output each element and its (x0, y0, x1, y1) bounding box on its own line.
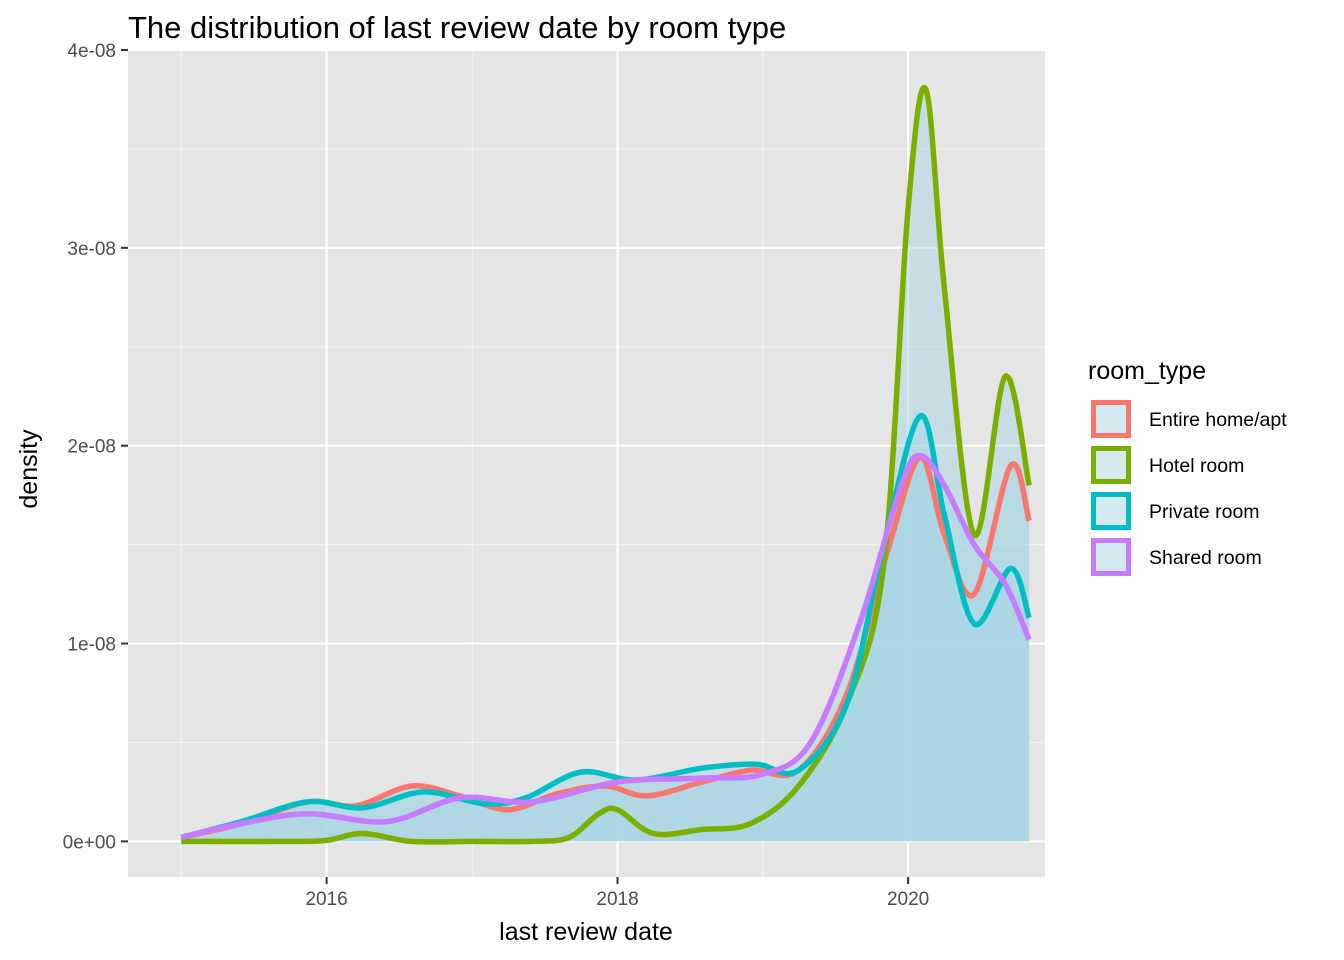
legend-label-private-room: Private room (1149, 501, 1260, 523)
x-tick-label: 2020 (887, 889, 929, 910)
legend-key-hotel-room (1091, 446, 1131, 484)
y-tick-label: 3e-08 (67, 239, 116, 260)
density-line-shared-room (180, 452, 1032, 841)
x-axis-title: last review date (499, 918, 673, 946)
x-axis: 2016 2018 2020 (305, 877, 929, 910)
y-axis: 0e+00 1e-08 2e-08 3e-08 4e-08 (63, 41, 128, 853)
legend-key-entire-home-apt (1091, 400, 1131, 438)
density-line-hotel-room (181, 84, 1032, 845)
legend-title: room_type (1088, 357, 1206, 385)
minor-gridlines (128, 50, 1045, 877)
y-axis-title: density (15, 429, 43, 509)
y-tick-label: 4e-08 (67, 41, 116, 62)
density-lines (180, 84, 1032, 845)
legend-key-private-room (1091, 492, 1131, 530)
y-tick-label: 2e-08 (67, 437, 116, 458)
y-tick-label: 0e+00 (63, 832, 116, 853)
chart-title: The distribution of last review date by … (128, 10, 786, 45)
legend-label-entire-home-apt: Entire home/apt (1149, 409, 1287, 431)
y-tick-label: 1e-08 (67, 635, 116, 656)
legend: room_type Entire home/apt Hotel room Priva… (1088, 357, 1287, 576)
density-line-private-room (180, 413, 1032, 841)
legend-key-shared-room (1091, 538, 1131, 576)
density-fills (181, 87, 1030, 842)
x-tick-label: 2018 (596, 889, 638, 910)
legend-label-hotel-room: Hotel room (1149, 455, 1244, 477)
legend-label-shared-room: Shared room (1149, 547, 1262, 569)
density-area-shared-room (181, 455, 1030, 842)
x-tick-label: 2016 (305, 889, 347, 910)
